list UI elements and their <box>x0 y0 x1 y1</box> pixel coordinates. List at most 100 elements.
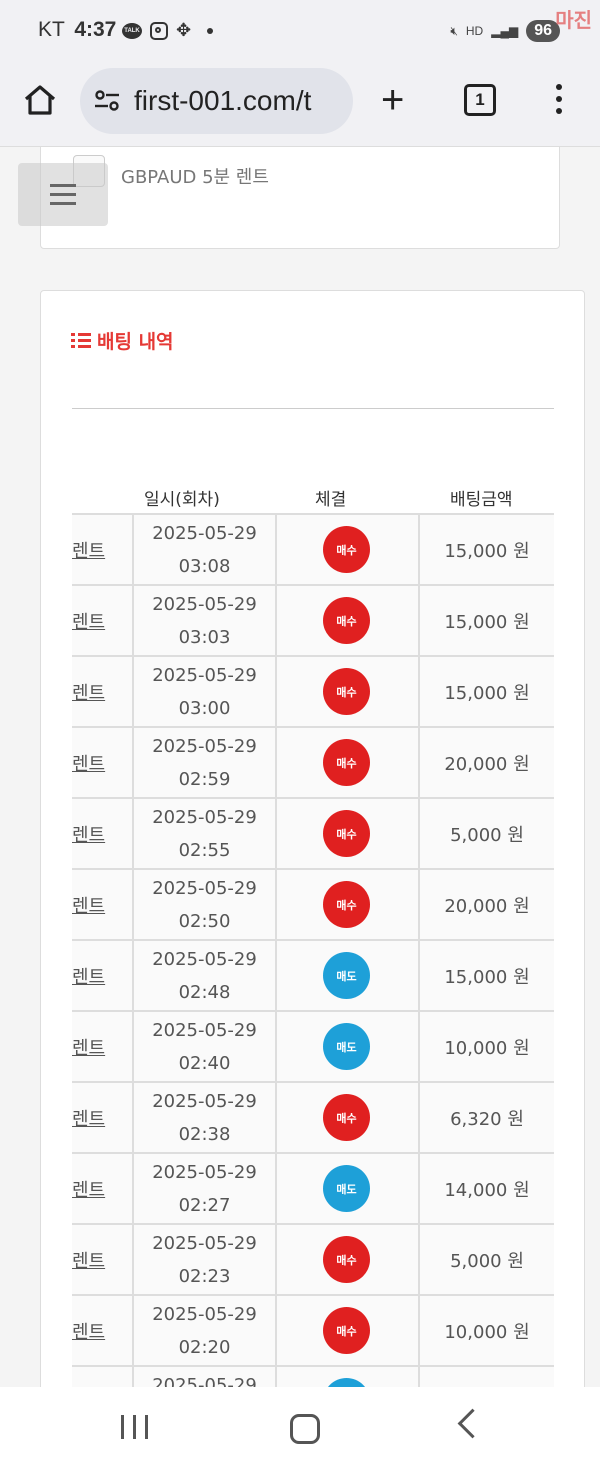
row-datetime-cell: 2025-05-29 02:48 <box>134 941 277 1010</box>
row-name-link[interactable]: 렌트 <box>72 1322 106 1343</box>
row-name-link[interactable]: 렌트 <box>72 896 106 917</box>
row-name-link[interactable]: 렌트 <box>72 683 106 704</box>
list-icon <box>71 332 91 349</box>
row-name-link[interactable]: 렌트 <box>72 1109 106 1130</box>
row-name-link[interactable]: 렌트 <box>72 1251 106 1272</box>
row-amount: 15,000 원 <box>444 612 530 633</box>
row-time: 02:59 <box>178 769 231 790</box>
new-tab-icon[interactable]: + <box>381 78 405 122</box>
back-icon[interactable] <box>457 1408 488 1439</box>
system-icons: 🔇︎ HD ▂▄▆ 96 <box>450 20 560 42</box>
signal-icon: ▂▄▆ <box>491 24 519 38</box>
table-row[interactable]: 렌트 2025-05-29 02:50 매수 20,000 원 <box>72 870 554 941</box>
table-row[interactable]: 렌트 2025-05-29 03:08 매수 15,000 원 <box>72 515 554 586</box>
table-row[interactable]: 렌트 2025-05-29 02:27 매도 14,000 원 <box>72 1154 554 1225</box>
table-row[interactable]: 렌트 2025-05-29 02:40 매도 10,000 원 <box>72 1012 554 1083</box>
row-name-link[interactable]: 렌트 <box>72 825 106 846</box>
notification-icons: TALK ✥ <box>122 22 214 40</box>
row-amount-cell: 10,000 원 <box>420 1012 554 1081</box>
carrier-time: KT 4:37 <box>38 18 116 42</box>
row-time: 02:20 <box>178 1337 231 1358</box>
section-heading-label: 배팅 내역 <box>97 331 174 353</box>
row-time: 03:03 <box>178 627 231 648</box>
table-row[interactable]: 렌트 2025-05-29 03:03 매수 15,000 원 <box>72 586 554 657</box>
row-name-cell: 렌트 <box>72 799 134 868</box>
row-datetime-cell: 2025-05-29 02:50 <box>134 870 277 939</box>
row-execution-cell: 매수 <box>277 1083 420 1152</box>
row-datetime-cell: 2025-05-29 02:59 <box>134 728 277 797</box>
row-name-link[interactable]: 렌트 <box>72 967 106 988</box>
row-amount-cell: 5,000 원 <box>420 799 554 868</box>
sell-badge: 매도 <box>323 1165 370 1212</box>
row-datetime-cell: 2025-05-29 03:00 <box>134 657 277 726</box>
menu-kebab-icon[interactable] <box>556 84 562 114</box>
row-name-link[interactable]: 렌트 <box>72 612 106 633</box>
row-amount: 15,000 원 <box>444 683 530 704</box>
row-time: 02:50 <box>178 911 231 932</box>
table-row[interactable]: 렌트 2025-05-29 02:20 매수 10,000 원 <box>72 1296 554 1367</box>
row-execution-cell: 매도 <box>277 1154 420 1223</box>
more-notifications-dot-icon <box>207 28 214 34</box>
sell-badge: 매도 <box>323 952 370 999</box>
table-row[interactable]: 렌트 2025-05-29 02:55 매수 5,000 원 <box>72 799 554 870</box>
home-icon[interactable] <box>22 82 58 118</box>
hamburger-menu-icon[interactable] <box>18 163 108 226</box>
battery-indicator: 96 <box>526 20 560 42</box>
row-date: 2025-05-29 <box>152 1162 257 1183</box>
row-date: 2025-05-29 <box>152 1233 257 1254</box>
sell-badge: 매도 <box>323 1023 370 1070</box>
tab-switcher-button[interactable]: 1 <box>464 84 496 116</box>
row-name-link[interactable]: 렌트 <box>72 754 106 775</box>
row-date: 2025-05-29 <box>152 665 257 686</box>
row-name-link[interactable]: 렌트 <box>72 541 106 562</box>
row-amount-cell <box>420 1367 554 1387</box>
address-bar[interactable]: first-001.com/t <box>80 68 353 134</box>
system-nav-bar <box>0 1387 600 1467</box>
table-row[interactable]: 렌트 2025-05-29 02:48 매도 15,000 원 <box>72 941 554 1012</box>
row-date: 2025-05-29 <box>152 594 257 615</box>
table-row[interactable]: 렌트 2025-05-29 02:59 매수 20,000 원 <box>72 728 554 799</box>
row-name-cell: 렌트 <box>72 657 134 726</box>
row-amount: 14,000 원 <box>444 1180 530 1201</box>
status-bar: KT 4:37 TALK ✥ 🔇︎ HD ▂▄▆ 96 마진 <box>0 0 600 64</box>
row-amount-cell: 10,000 원 <box>420 1296 554 1365</box>
row-execution-cell: 매도 <box>277 1012 420 1081</box>
row-execution-cell: 매수 <box>277 799 420 868</box>
row-time: 02:38 <box>178 1124 231 1145</box>
row-time: 02:55 <box>178 840 231 861</box>
table-row[interactable]: 렌트 2025-05-29 02:23 매수 5,000 원 <box>72 1225 554 1296</box>
row-name-cell: 렌트 <box>72 1012 134 1081</box>
row-execution-cell: 매수 <box>277 1296 420 1365</box>
row-amount-cell: 15,000 원 <box>420 515 554 584</box>
table-row[interactable]: 렌트 2025-05-29 03:00 매수 15,000 원 <box>72 657 554 728</box>
row-time: 02:23 <box>178 1266 231 1287</box>
table-row[interactable]: 렌트 2025-05-29 02:38 매수 6,320 원 <box>72 1083 554 1154</box>
betting-history-card: 배팅 내역 일시(회차) 체결 배팅금액 렌트 2025-05-29 03:08 매수… <box>40 290 585 1387</box>
site-settings-icon[interactable] <box>94 90 120 112</box>
row-amount-cell: 15,000 원 <box>420 657 554 726</box>
home-button-icon[interactable] <box>290 1414 320 1444</box>
table-row[interactable]: 2025-05-29 <box>72 1367 554 1387</box>
section-heading: 배팅 내역 <box>71 327 174 354</box>
row-name-link[interactable]: 렌트 <box>72 1180 106 1201</box>
hd-icon: HD <box>465 24 484 38</box>
row-datetime-cell: 2025-05-29 02:20 <box>134 1296 277 1365</box>
product-title: GBPAUD 5분 렌트 <box>121 167 269 188</box>
table-body: 렌트 2025-05-29 03:08 매수 15,000 원 렌트 2025-05-29 0… <box>72 515 554 1387</box>
row-amount-cell: 20,000 원 <box>420 728 554 797</box>
row-execution-cell: 매도 <box>277 941 420 1010</box>
row-amount: 20,000 원 <box>444 896 530 917</box>
row-time: 02:48 <box>178 982 231 1003</box>
row-execution-cell <box>277 1367 420 1387</box>
row-name-link[interactable]: 렌트 <box>72 1038 106 1059</box>
row-amount-cell: 20,000 원 <box>420 870 554 939</box>
recent-apps-icon[interactable] <box>121 1415 151 1439</box>
instagram-icon <box>150 22 168 40</box>
row-datetime-cell: 2025-05-29 02:55 <box>134 799 277 868</box>
row-name-cell: 렌트 <box>72 515 134 584</box>
row-name-cell: 렌트 <box>72 1083 134 1152</box>
url-text[interactable]: first-001.com/t <box>134 85 312 116</box>
carrier-label: KT <box>38 18 65 41</box>
row-datetime-cell: 2025-05-29 02:38 <box>134 1083 277 1152</box>
row-time: 02:40 <box>178 1053 231 1074</box>
